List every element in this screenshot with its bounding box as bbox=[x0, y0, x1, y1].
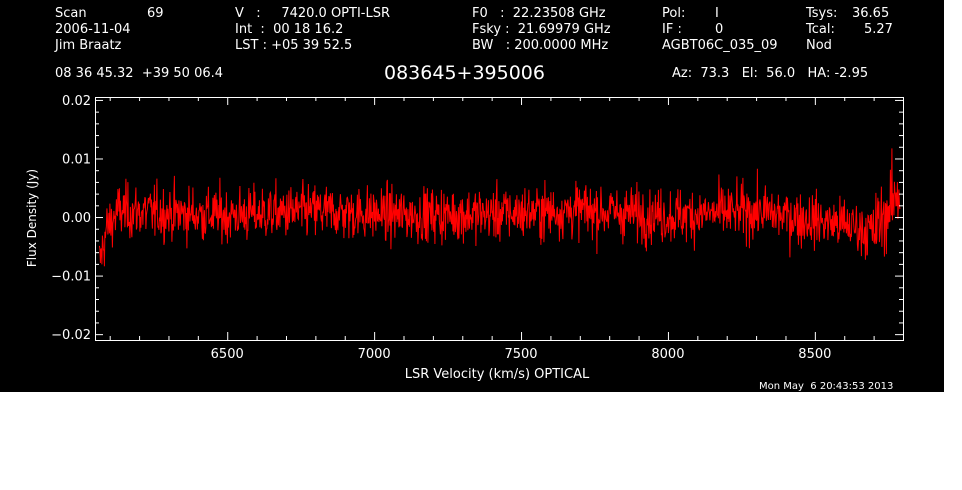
x-axis-label: LSR Velocity (km/s) OPTICAL bbox=[405, 367, 590, 382]
lst-line: LST : +05 39 52.5 bbox=[235, 38, 353, 53]
x-tick-label: 8000 bbox=[651, 347, 684, 362]
bandwidth-line: BW : 200.0000 MHz bbox=[472, 38, 609, 53]
if-value: 0 bbox=[715, 22, 724, 37]
x-tick-label: 7500 bbox=[504, 347, 537, 362]
velocity-line: V : 7420.0 OPTI-LSR bbox=[235, 6, 391, 21]
pol-value: I bbox=[715, 6, 719, 21]
tsys-label: Tsys: bbox=[806, 6, 838, 21]
tsys-value: 36.65 bbox=[852, 6, 890, 21]
integration-line: Int : 00 18 16.2 bbox=[235, 22, 344, 37]
fsky-line: Fsky : 21.69979 GHz bbox=[472, 22, 611, 37]
spectrum-chart: 6500 7000 7500 8000 8500 −0.02 −0.01 0.00 0.01 0… bbox=[25, 94, 904, 382]
plot-frame bbox=[95, 97, 904, 341]
observer-name: Jim Braatz bbox=[55, 38, 122, 53]
y-tick-label: −0.02 bbox=[51, 328, 91, 343]
x-tick-label: 6500 bbox=[211, 347, 244, 362]
y-tick-label: −0.01 bbox=[51, 270, 91, 285]
y-tick-label: 0.00 bbox=[62, 211, 91, 226]
pol-label: Pol: bbox=[662, 6, 686, 21]
x-tick-label: 7000 bbox=[358, 347, 391, 362]
f0-line: F0 : 22.23508 GHz bbox=[472, 6, 606, 21]
tcal-value: 5.27 bbox=[864, 22, 893, 37]
spectrum-plot: Scan 69 2006-11-04 Jim Braatz V : 7420.0… bbox=[0, 0, 944, 392]
if-label: IF : bbox=[662, 22, 682, 37]
source-coordinates: 08 36 45.32 +39 50 06.4 bbox=[55, 66, 224, 81]
y-axis-label: Flux Density (Jy) bbox=[25, 169, 39, 267]
y-tick-label: 0.01 bbox=[62, 152, 91, 167]
source-name: 083645+395006 bbox=[384, 62, 545, 84]
observing-mode: Nod bbox=[806, 38, 832, 53]
observation-date: 2006-11-04 bbox=[55, 22, 131, 37]
x-tick-label: 8500 bbox=[798, 347, 831, 362]
tcal-label: Tcal: bbox=[806, 22, 835, 37]
project-id: AGBT06C_035_09 bbox=[662, 38, 778, 53]
flux-series-line bbox=[98, 148, 901, 267]
plot-timestamp: Mon May 6 20:43:53 2013 bbox=[759, 381, 894, 392]
pointing-info: Az: 73.3 El: 56.0 HA: -2.95 bbox=[672, 66, 869, 81]
y-tick-label: 0.02 bbox=[62, 94, 91, 109]
scan-label: Scan bbox=[55, 6, 87, 21]
scan-value: 69 bbox=[147, 6, 164, 21]
